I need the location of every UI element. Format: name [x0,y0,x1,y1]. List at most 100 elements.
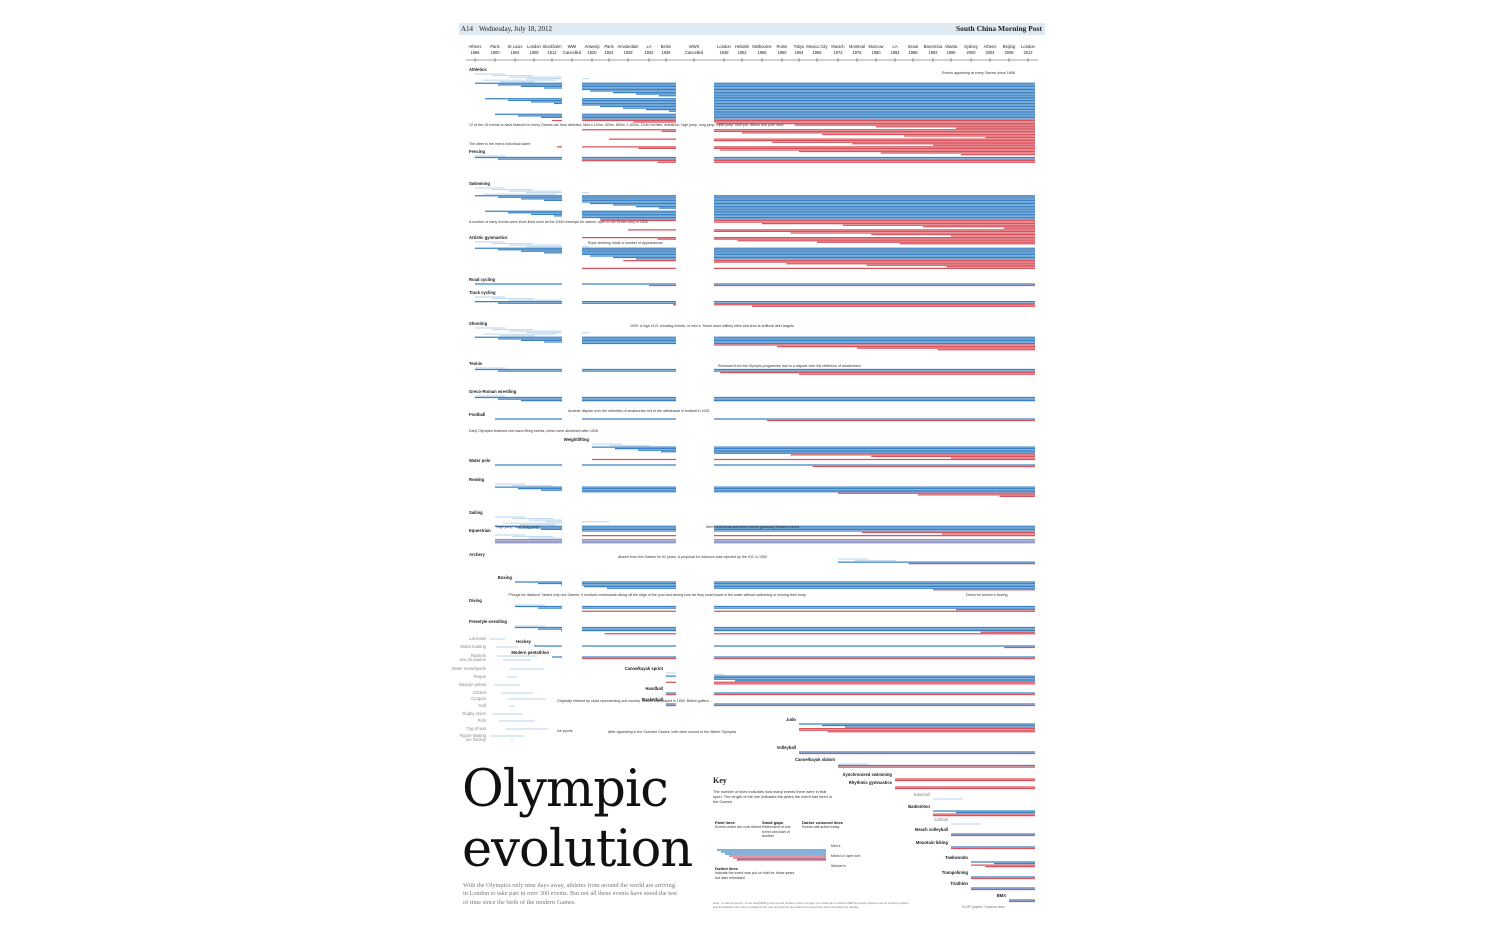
games-year-label: Cancelled [563,50,582,55]
games-year-label: 1976 [852,50,862,55]
gymnastics-annotation: Rope climbing made a number of appearanc… [588,241,663,245]
sport-label: Shooting [469,321,488,326]
games-year-label: 1964 [794,50,804,55]
athletics-events-annotation: 12 of the 15 events to have featured in … [469,123,783,127]
sport-label: Fencing [469,149,485,154]
sport-label: Weightlifting [564,437,590,442]
sport-label: Canoe/kayak sprint [625,666,664,671]
sport-label: Greco-Roman wrestling [469,389,517,394]
headline-line-1: Olympic [462,760,669,819]
sport-label: Rowing [469,477,485,482]
games-year-label: 2012 [1023,50,1033,55]
sport-label: Trampolining [942,870,969,875]
sport-label: Track cycling [469,290,496,295]
retired-sport-label: Water motorsports [452,666,486,671]
games-year-label: 1956 [757,50,767,55]
sport-label: Swimming [469,181,490,186]
games-year-label: 1932 [644,50,654,55]
sport-label: Sailing [469,510,483,515]
sport-label: Hockey [516,639,532,644]
sport-label: Equestrian [469,528,491,533]
retired-sport-label: Polo [478,718,487,723]
games-city-label: St Louis [508,44,523,49]
games-city-label: WWI [568,44,577,49]
key-mixed-label: Mixed or open sex [831,854,861,858]
key-small-gaps: Small gaps Retirement of one event and st… [762,820,798,839]
football-annotation: Another dispute over the definition of a… [568,409,709,413]
games-city-label: Helsinki [735,44,749,49]
games-city-label: Paris [490,44,499,49]
retired-sport-label: Motor boating [460,644,486,649]
winter-sports-annotation: After appearing in the Summer Games, bot… [608,730,736,734]
games-year-label: 1904 [510,50,520,55]
retired-sport-label: Jeu de paume [459,657,486,662]
equestrian-annotation: "High jump" and "long jump" [495,525,541,529]
sport-label: Water polo [469,458,491,463]
games-city-label: London [527,44,541,49]
games-city-label: Amsterdam [618,44,640,49]
graphic-credit: SCMP graphic: Graphics desk [962,905,1005,909]
tennis-annotation: Removed from the Olympic programme due t… [718,364,861,368]
key-dotted-text: Indicate the event was put on hold for t… [715,871,795,880]
sport-label: Football [469,412,485,417]
equestrian-mixed-annotation: Men's individual and team events gradual… [706,525,799,529]
games-year-label: 1972 [833,50,843,55]
key-title: Key [713,776,727,785]
key-womens-label: Women's [831,864,846,868]
games-year-label: 1960 [777,50,787,55]
swimming-annotation: A number of early events were short-live… [469,220,648,224]
games-year-label: 2004 [985,50,995,55]
games-city-label: Sydney [964,44,979,49]
retired-sport-label: Tug of war [466,726,486,731]
games-year-label: 1980 [871,50,881,55]
games-year-label: 1928 [623,50,633,55]
sport-label: Artistic gymnastics [469,235,508,240]
games-year-label: 1988 [908,50,918,55]
key-faint-text: Events which are now retired [715,825,762,830]
sport-label: Softball [934,817,948,822]
games-city-label: Melbourne [752,44,772,49]
key-darker-text: Events still active today [802,825,840,830]
retired-sport-label: Golf [478,703,487,708]
games-city-label: Atlanta [945,44,958,49]
games-year-label: 1900 [490,50,500,55]
games-city-label: Stockholm [542,44,562,49]
games-year-label: 1952 [737,50,747,55]
footnotes: Note: In various sports, some weightlift… [713,901,909,909]
key-faint-title: Faint lines [715,820,735,825]
page-number: A14 [461,25,474,33]
retired-sport-label: Figure skating [460,733,487,738]
boxing-annotation: Debut for women's boxing [966,593,1007,597]
sport-label: Athletics [469,67,487,72]
retired-sport-label: Croquet [471,696,487,701]
sport-label: Canoe/kayak slalom [795,757,835,762]
weightlifting-annotation: Early Olympics featured one-hand lifting… [469,429,598,433]
key-darker-lines: Darker coloured lines Events still active… [802,820,862,830]
sport-label: Road cycling [469,277,496,282]
retired-sport-label: Lacrosse [469,636,487,641]
sport-label: BMX [997,893,1007,898]
games-year-label: 2008 [1004,50,1014,55]
headline: Olympic evolution [462,760,693,880]
intro-text: With the Olympics only nine days away, a… [463,882,678,906]
archery-annotation: Absent from the Games for 52 years. A pr… [618,555,767,559]
games-year-label: Cancelled [685,50,704,55]
key-gaps-title: Small gaps [762,820,784,825]
retired-sport-label: Rugby union [462,711,486,716]
games-city-label: Rome [777,44,789,49]
games-city-label: London [717,44,731,49]
key-faint-lines: Faint lines Events which are now retired [715,820,775,830]
sport-label: Beach volleyball [915,827,948,832]
games-city-label: Antwerp [584,44,600,49]
issue-date: Wednesday, July 18, 2012 [479,25,553,33]
games-city-label: Moscow [868,44,883,49]
games-city-label: Berlin [661,44,672,49]
retired-sport-label: Basque pelota [459,682,486,687]
games-year-label: 1968 [812,50,822,55]
sport-label: Volleyball [777,745,796,750]
games-year-label: 1992 [928,50,938,55]
games-year-label: 1996 [946,50,956,55]
games-city-label: WWII [689,44,699,49]
key-gaps-text: Retirement of one event and start of ano… [762,825,791,839]
key-description: The number of lines indicates how many e… [713,789,832,804]
